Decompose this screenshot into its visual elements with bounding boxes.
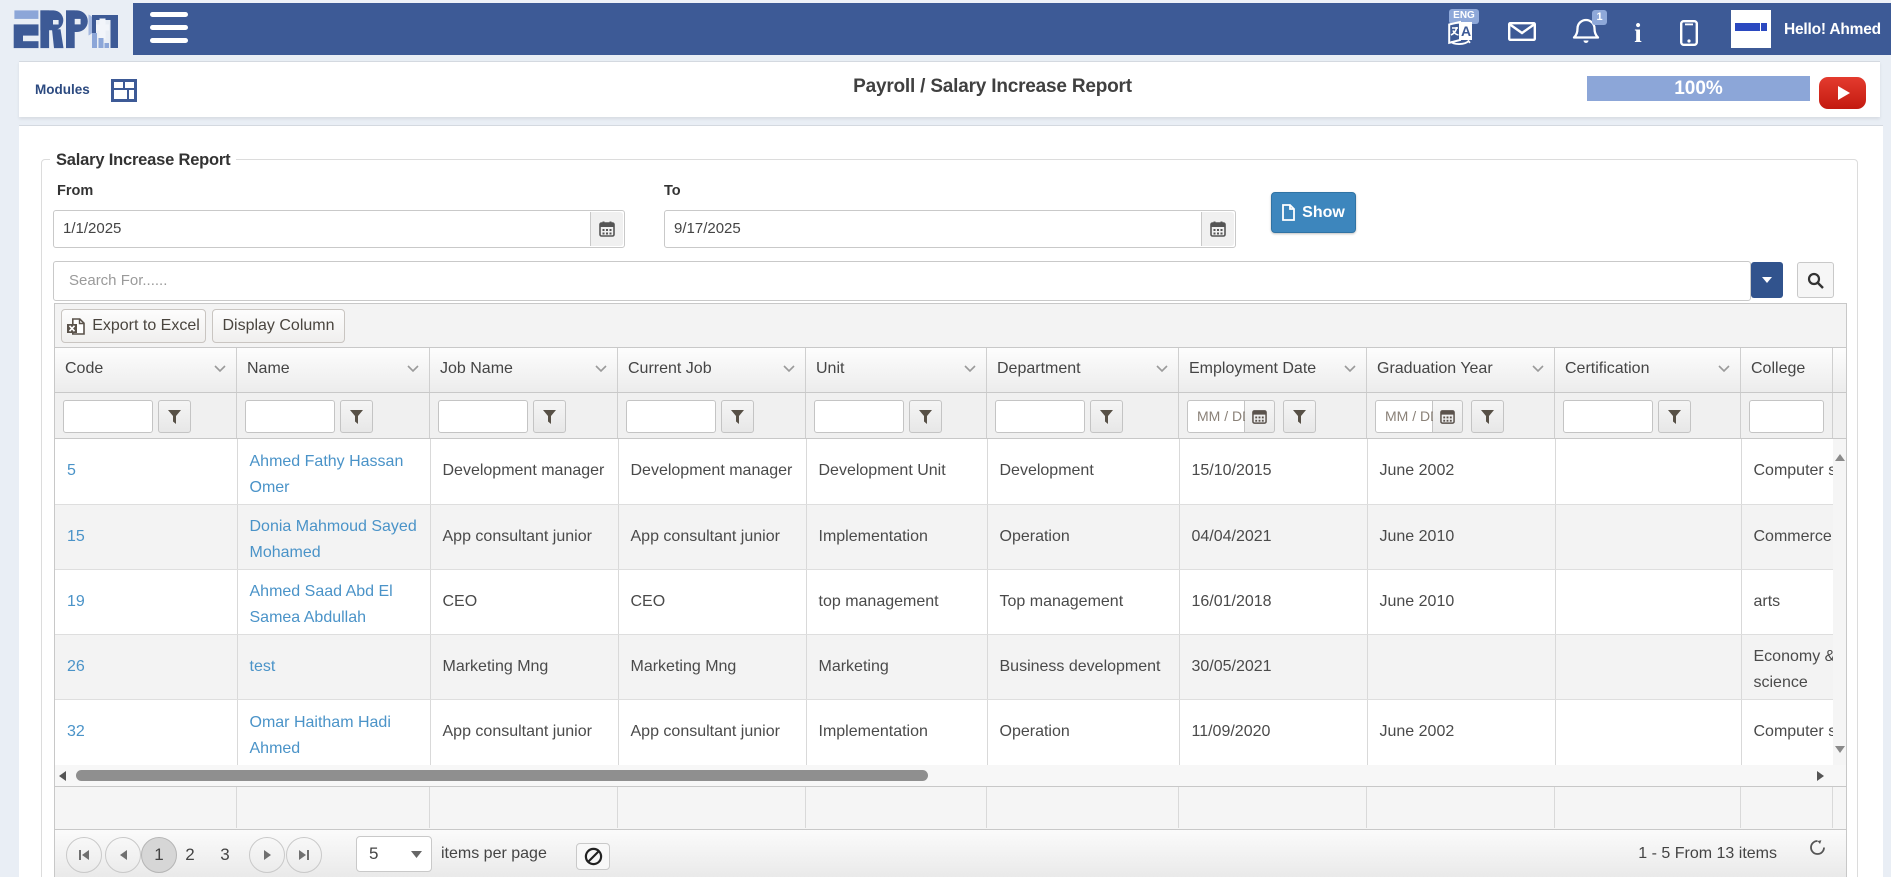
svg-text:A: A bbox=[1461, 23, 1471, 39]
